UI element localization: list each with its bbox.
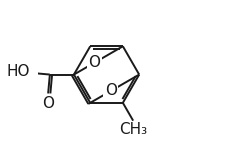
- Text: O: O: [42, 95, 54, 110]
- Text: O: O: [89, 55, 101, 70]
- Text: CH₃: CH₃: [119, 122, 147, 137]
- Text: HO: HO: [6, 64, 30, 80]
- Text: O: O: [105, 83, 117, 98]
